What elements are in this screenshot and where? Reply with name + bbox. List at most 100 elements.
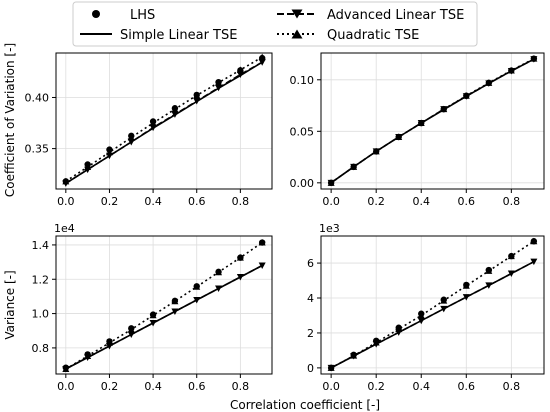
axes-frame xyxy=(320,52,545,190)
data-point-quad xyxy=(127,133,135,141)
x-tick-label: 0.0 xyxy=(57,195,75,208)
data-point-quad xyxy=(193,283,201,290)
y-tick-label: 0 xyxy=(307,362,314,375)
axes-frame xyxy=(55,235,273,375)
y-tick-label: 2 xyxy=(307,327,314,340)
legend-marker-advanced-linear xyxy=(291,9,303,19)
data-point-quad xyxy=(236,66,244,73)
data-point-quad xyxy=(462,282,470,289)
legend-marker-lhs xyxy=(92,10,100,18)
x-tick-label: 0.2 xyxy=(367,195,385,208)
data-point-quad xyxy=(417,311,425,319)
data-point-quad xyxy=(372,339,380,346)
series-line-quad xyxy=(65,56,263,182)
data-point-quad xyxy=(327,364,335,371)
legend-entry-advanced-linear: Advanced Linear TSE xyxy=(277,8,464,23)
data-point-quad xyxy=(149,119,157,127)
series-line-simple xyxy=(65,264,263,370)
data-point-quad xyxy=(507,67,515,74)
data-point-quad xyxy=(84,352,92,359)
data-point-quad xyxy=(258,53,266,61)
y-axis-label-variance: Variance [-] xyxy=(3,270,17,339)
data-point-quad xyxy=(395,133,403,140)
x-tick-label: 0.4 xyxy=(412,380,430,393)
y-tick-label: 1.0 xyxy=(32,308,50,321)
data-point-quad xyxy=(105,148,113,156)
series-line-simple xyxy=(65,61,263,185)
x-tick-label: 0.8 xyxy=(232,380,250,393)
series-line-quad xyxy=(330,57,535,184)
legend-label-lhs: LHS xyxy=(130,8,155,23)
data-point-quad xyxy=(149,311,157,319)
data-point-quad xyxy=(395,325,403,333)
y-offset-label: 1e4 xyxy=(54,222,75,235)
x-tick-label: 0.2 xyxy=(101,195,119,208)
x-tick-label: 0.0 xyxy=(322,380,340,393)
data-point-quad xyxy=(350,352,358,359)
y-tick-label: 6 xyxy=(307,257,314,270)
data-point-quad xyxy=(84,163,92,171)
data-point-quad xyxy=(171,105,179,113)
y-tick-label: 0.00 xyxy=(290,177,315,190)
data-point-quad xyxy=(485,267,493,274)
series-line-adv xyxy=(330,58,535,184)
data-point-quad xyxy=(350,163,358,170)
data-point-quad xyxy=(485,79,493,86)
legend-entry-simple-linear: Simple Linear TSE xyxy=(80,28,237,43)
x-tick-label: 0.0 xyxy=(57,380,75,393)
series-line-simple xyxy=(330,58,535,184)
legend-label-simple-linear: Simple Linear TSE xyxy=(120,28,237,43)
x-tick-label: 0.6 xyxy=(188,195,206,208)
x-tick-label: 0.4 xyxy=(412,195,430,208)
y-tick-label: 0.10 xyxy=(290,74,315,87)
legend: LHS Advanced Linear TSE Simple Linear TS… xyxy=(72,1,478,47)
panel-cov-lhs-left: 0.0 0.2 0.4 0.6 0.8 0.35 0.40 xyxy=(25,52,273,208)
axes-frame xyxy=(55,52,273,190)
y-offset-label: 1e3 xyxy=(319,222,340,235)
x-tick-label: 0.4 xyxy=(144,195,162,208)
x-tick-label: 0.2 xyxy=(101,380,119,393)
data-point-quad xyxy=(507,252,515,260)
legend-entry-quadratic: Quadratic TSE xyxy=(277,28,419,43)
legend-label-advanced-linear: Advanced Linear TSE xyxy=(327,8,464,23)
y-tick-label: 0.05 xyxy=(290,125,315,138)
data-point-quad xyxy=(62,365,70,373)
data-point-quad xyxy=(440,297,448,304)
data-point-quad xyxy=(372,147,380,155)
axes-frame xyxy=(320,235,545,375)
panel-cov-right: 0.0 0.2 0.4 0.6 0.8 0.00 0.05 0.10 xyxy=(290,52,545,208)
x-tick-label: 0.4 xyxy=(144,380,162,393)
data-point-quad xyxy=(193,91,201,99)
data-point-quad xyxy=(417,119,425,127)
legend-marker-quadratic xyxy=(291,29,303,39)
data-point-quad xyxy=(215,79,223,86)
series-line-quad xyxy=(330,240,535,369)
data-point-quad xyxy=(440,105,448,113)
data-point-quad xyxy=(105,339,113,346)
data-point-quad xyxy=(171,297,179,305)
x-tick-label: 0.8 xyxy=(232,195,250,208)
data-point-quad xyxy=(462,92,470,99)
y-tick-label: 1.4 xyxy=(32,239,50,252)
data-point-quad xyxy=(258,239,266,246)
legend-entry-lhs: LHS xyxy=(92,8,155,23)
data-point-quad xyxy=(530,237,538,245)
x-tick-label: 0.0 xyxy=(322,195,340,208)
y-tick-label: 0.35 xyxy=(25,143,50,156)
x-tick-label: 0.6 xyxy=(458,195,476,208)
x-tick-label: 0.8 xyxy=(503,380,521,393)
data-point-quad xyxy=(127,326,135,333)
y-tick-label: 0.40 xyxy=(25,91,50,104)
legend-frame xyxy=(72,1,478,47)
panel-variance-right: 0.0 0.2 0.4 0.6 0.8 0 2 4 6 1e3 xyxy=(307,222,545,393)
series-line-quad xyxy=(65,241,263,370)
x-tick-label: 0.6 xyxy=(458,380,476,393)
legend-label-quadratic: Quadratic TSE xyxy=(327,28,419,43)
y-tick-label: 1.2 xyxy=(32,273,50,286)
y-axis-label-cov: Coefficient of Variation [-] xyxy=(3,43,17,197)
y-tick-label: 4 xyxy=(307,292,314,305)
x-tick-label: 0.6 xyxy=(188,380,206,393)
y-tick-label: 0.8 xyxy=(32,342,50,355)
panel-variance-left: 0.0 0.2 0.4 0.6 0.8 0.8 1.0 1.2 1.4 1e4 xyxy=(32,222,273,393)
